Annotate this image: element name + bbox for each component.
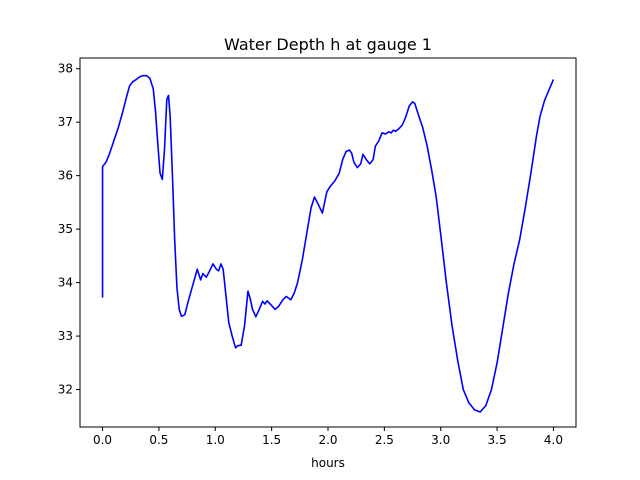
y-tick-label: 37	[58, 115, 73, 129]
x-tick-label: 0.0	[93, 433, 112, 447]
x-axis: 0.0 0.5 1.0 1.5 2.0 2.5 3.0 3.5 4.0	[93, 427, 563, 447]
series-line-0	[101, 74, 555, 413]
x-tick-label: 3.5	[488, 433, 507, 447]
y-tick-label: 33	[58, 329, 73, 343]
y-tick-label: 34	[58, 276, 73, 290]
x-tick-label: 3.0	[431, 433, 450, 447]
y-tick-label: 35	[58, 222, 73, 236]
y-tick-label: 38	[58, 62, 73, 76]
x-axis-label: hours	[311, 456, 345, 470]
x-tick-label: 2.5	[375, 433, 394, 447]
y-tick-label: 36	[58, 169, 73, 183]
plot-area	[101, 74, 555, 413]
x-tick-label: 4.0	[544, 433, 563, 447]
y-tick-label: 32	[58, 383, 73, 397]
x-tick-label: 0.5	[149, 433, 168, 447]
chart-title: Water Depth h at gauge 1	[224, 35, 432, 54]
y-axis: 32 33 34 35 36 37 38	[58, 62, 80, 397]
x-tick-label: 1.0	[206, 433, 225, 447]
x-tick-label: 1.5	[262, 433, 281, 447]
x-tick-label: 2.0	[318, 433, 337, 447]
